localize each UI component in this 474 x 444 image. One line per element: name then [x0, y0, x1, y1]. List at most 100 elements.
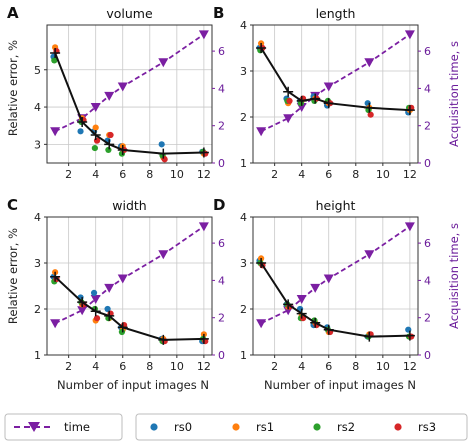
rs3-point — [161, 156, 168, 163]
y-tick-label-2: 2 — [34, 303, 41, 316]
legend-time-label: time — [64, 420, 90, 434]
mean-marker — [90, 306, 101, 317]
mean-marker — [104, 139, 115, 150]
y-tick-label-4: 4 — [34, 101, 41, 114]
mean-marker — [283, 86, 294, 97]
panel-letter-A: A — [7, 4, 19, 22]
rs2-point — [105, 146, 112, 154]
x-tick-label-2: 2 — [65, 360, 72, 373]
plot-area — [47, 217, 212, 355]
x-tick-label-12: 12 — [197, 168, 211, 181]
y-tick-label-4: 4 — [240, 211, 247, 224]
x-tick-label-12: 12 — [403, 168, 417, 181]
mean-marker — [296, 95, 307, 106]
plot-area — [253, 25, 418, 163]
y-axis-label-right-bottom: Acquisition time, s — [447, 223, 461, 329]
time-marker — [364, 250, 375, 260]
time-marker — [104, 283, 115, 293]
x-tick-label-6: 6 — [119, 168, 126, 181]
time-marker — [310, 283, 321, 293]
time-marker — [256, 319, 267, 329]
y-axis-label-left-top: Relative error, % — [6, 40, 20, 136]
panel-volume: 2 4 6 8 10 12 3 4 5 0 2 4 6 volume A — [7, 4, 225, 181]
time-marker — [323, 274, 334, 284]
mean-marker — [296, 308, 307, 319]
mean-marker — [117, 144, 128, 155]
y-tick-label-1: 1 — [240, 349, 247, 362]
mean-marker — [310, 93, 321, 104]
x-tick-label-10: 10 — [376, 360, 390, 373]
mean-marker — [198, 333, 209, 344]
x-tick-label-4: 4 — [92, 168, 99, 181]
x-tick-label-4: 4 — [92, 360, 99, 373]
time-marker — [50, 319, 61, 329]
x-tick-label-6: 6 — [119, 360, 126, 373]
y-tick-label-3: 3 — [34, 138, 41, 151]
y-tick-label-1: 1 — [34, 349, 41, 362]
time-marker — [50, 127, 61, 137]
time-marker — [117, 82, 128, 92]
rs3-point — [202, 150, 209, 157]
plot-frame — [46, 24, 213, 164]
rs3-point — [367, 111, 374, 118]
x-tick-label-8: 8 — [146, 360, 153, 373]
rs3-point — [286, 97, 293, 104]
y-tick-label-4: 4 — [34, 211, 41, 224]
rs2-point — [118, 328, 126, 336]
y2-tick-label-0: 0 — [424, 349, 431, 362]
y-tick-label-1: 1 — [240, 157, 247, 170]
plot-frame — [252, 216, 419, 356]
x-tick-label-12: 12 — [403, 360, 417, 373]
y2-tick-label-6: 6 — [218, 237, 225, 250]
x-tick-label-2: 2 — [271, 360, 278, 373]
legend-time: time — [4, 413, 123, 441]
mean-marker — [323, 98, 334, 109]
y2-tick-label-2: 2 — [424, 312, 431, 325]
mean-marker — [283, 299, 294, 310]
time-marker — [104, 91, 115, 101]
legend-time-frame — [4, 413, 123, 441]
y2-tick-label-2: 2 — [218, 312, 225, 325]
legend-rs2-marker — [313, 423, 321, 431]
y-tick-label-2: 2 — [240, 111, 247, 124]
plot-frame — [252, 24, 419, 164]
legend-rs3-marker — [394, 423, 402, 431]
y-tick-label-5: 5 — [34, 64, 41, 77]
time-marker — [198, 30, 209, 40]
time-marker — [117, 274, 128, 284]
mean-marker — [404, 330, 415, 341]
y2-tick-label-2: 2 — [218, 120, 225, 133]
x-tick-label-6: 6 — [325, 360, 332, 373]
x-tick-label-4: 4 — [298, 168, 305, 181]
panel-title-volume: volume — [106, 6, 153, 21]
x-tick-label-8: 8 — [146, 168, 153, 181]
legend-rs0-label: rs0 — [174, 420, 192, 434]
time-marker — [90, 103, 101, 113]
legend-rs1-marker — [232, 423, 240, 431]
y2-tick-label-0: 0 — [218, 157, 225, 170]
x-tick-label-10: 10 — [170, 168, 184, 181]
y-axis-label-left-bottom: Relative error, % — [6, 228, 20, 324]
x-tick-label-8: 8 — [352, 168, 359, 181]
panel-letter-B: B — [213, 4, 224, 22]
y2-tick-label-6: 6 — [424, 237, 431, 250]
time-marker — [404, 30, 415, 40]
panel-letter-C: C — [7, 196, 18, 214]
x-axis-label-right: Number of input images N — [264, 378, 416, 392]
mean-marker — [256, 43, 267, 53]
y2-tick-label-6: 6 — [218, 45, 225, 58]
time-marker — [198, 222, 209, 232]
x-tick-label-4: 4 — [298, 360, 305, 373]
mean-marker — [198, 147, 209, 158]
legend-time-marker — [28, 422, 40, 432]
y2-tick-label-0: 0 — [424, 157, 431, 170]
rs3-point — [93, 315, 101, 322]
mean-marker — [158, 148, 169, 159]
rs0-point — [104, 305, 111, 313]
x-tick-label-2: 2 — [65, 168, 72, 181]
time-marker — [77, 306, 88, 316]
time-marker — [158, 250, 169, 260]
x-tick-label-10: 10 — [376, 168, 390, 181]
